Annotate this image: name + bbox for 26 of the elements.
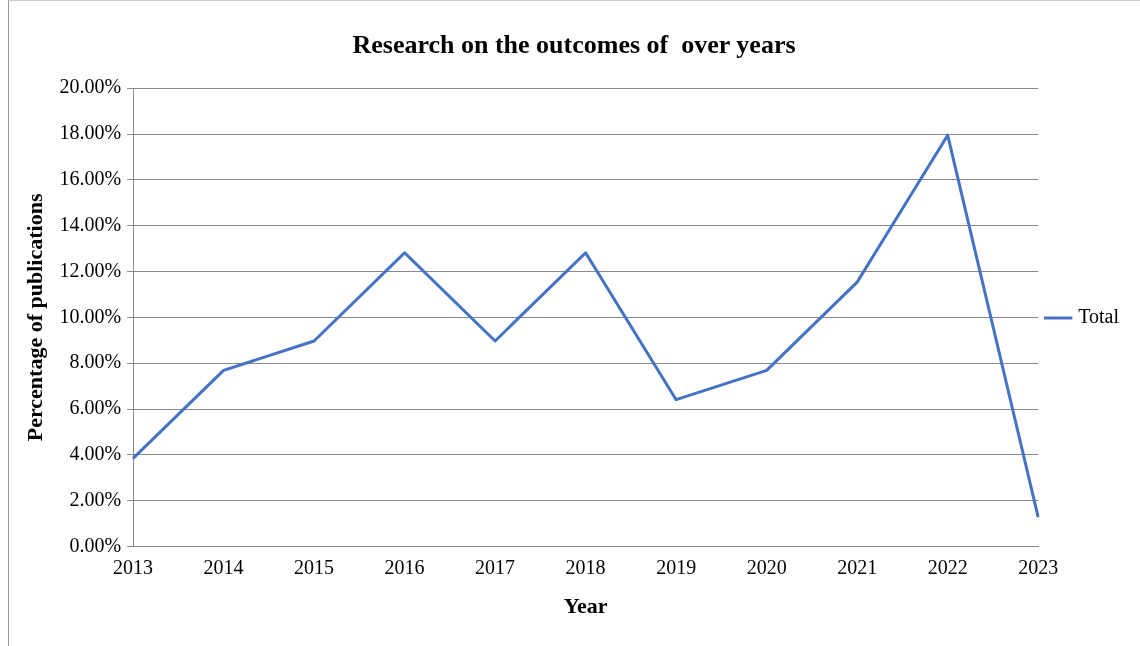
y-tick-label: 8.00% [69, 350, 122, 373]
y-tick-label: 12.00% [59, 258, 122, 281]
x-tick-label: 2021 [837, 555, 878, 578]
x-tick-label: 2013 [113, 555, 154, 578]
chart-title: Research on the outcomes of over years [352, 30, 796, 60]
y-tick-label: 18.00% [59, 121, 122, 144]
y-tick-label: 14.00% [59, 212, 122, 235]
x-tick-label: 2019 [656, 555, 697, 578]
x-tick-label: 2017 [475, 555, 516, 578]
y-tick-label: 2.00% [69, 488, 122, 511]
x-tick-label: 2020 [746, 555, 787, 578]
y-tick-label: 4.00% [69, 442, 122, 465]
x-tick-label: 2016 [384, 555, 425, 578]
x-axis-title: Year [563, 593, 608, 619]
x-tick-label: 2023 [1018, 555, 1059, 578]
x-tick-label: 2022 [927, 555, 968, 578]
y-tick-label: 10.00% [59, 304, 122, 327]
legend-label: Total [1078, 305, 1120, 328]
y-tick-label: 16.00% [59, 167, 122, 190]
y-tick-label: 6.00% [69, 396, 122, 419]
y-tick-label: 20.00% [59, 75, 122, 98]
x-tick-label: 2014 [203, 555, 244, 578]
x-tick-label: 2015 [294, 555, 335, 578]
y-tick-label: 0.00% [69, 533, 122, 556]
y-axis-title: Percentage of publications [21, 193, 47, 442]
x-tick-label: 2018 [565, 555, 606, 578]
